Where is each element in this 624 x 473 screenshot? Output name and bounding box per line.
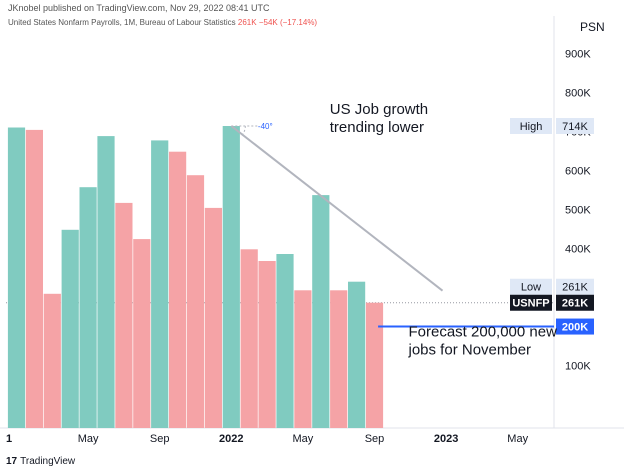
bar-sep-2022 <box>365 302 384 428</box>
forecast-value-label: 200K <box>562 322 588 334</box>
price-value-low: 261K <box>562 282 588 294</box>
trend-line <box>230 125 444 292</box>
bar-sep-2021 <box>151 140 169 428</box>
trend-angle-label: -40° <box>258 122 273 131</box>
bar-jan-2021 <box>7 127 26 428</box>
annotation-1-line-1: jobs for November <box>408 341 532 358</box>
bar-mar-2021 <box>43 293 61 428</box>
x-tick-label-2: Sep <box>150 433 170 445</box>
x-tick-label-3: 2022 <box>219 433 243 445</box>
price-value-high: 714K <box>562 121 588 133</box>
bar-oct-2021 <box>169 151 187 428</box>
forecast-value-bg <box>556 318 594 335</box>
y-tick-label-400k: 400K <box>565 244 591 256</box>
annotation-1-line-0: Forecast 200,000 new <box>409 323 558 340</box>
unit-label: PSN <box>580 20 605 34</box>
price-value-bg-1 <box>556 278 594 295</box>
price-caption-bg-1 <box>510 278 552 295</box>
bar-jan-2022 <box>222 126 240 428</box>
annotation-0-line-1: trending lower <box>330 119 424 136</box>
series-change: −54K (−17.14%) <box>258 18 318 27</box>
bar-nov-2021 <box>186 175 205 428</box>
bar-aug-2021 <box>133 239 151 428</box>
bar-jul-2022 <box>330 290 348 428</box>
y-tick-label-500k: 500K <box>565 204 591 216</box>
x-tick-label-4: May <box>293 433 314 445</box>
bar-may-2021 <box>79 187 97 428</box>
series-legend[interactable]: United States Nonfarm Payrolls, 1M, Bure… <box>8 18 317 27</box>
bar-jul-2021 <box>115 202 133 428</box>
tradingview-brand: TradingView <box>20 456 76 467</box>
bar-jun-2022 <box>312 195 330 428</box>
y-tick-label-600k: 600K <box>565 165 591 177</box>
tradingview-logo[interactable]: 17 TradingView <box>6 456 75 467</box>
x-tick-label-5: Sep <box>365 433 385 445</box>
x-tick-label-1: May <box>78 433 99 445</box>
price-caption-high: High <box>520 121 543 133</box>
bar-apr-2022 <box>276 254 294 428</box>
trend-angle-arc <box>240 125 246 137</box>
tradingview-logo-icon: 17 <box>6 456 18 467</box>
price-caption-bg-0 <box>510 117 552 134</box>
series-last-value: 261K <box>237 18 257 27</box>
annotation-0-line-0: US Job growth <box>330 101 428 118</box>
x-tick-label-6: 2023 <box>434 433 458 445</box>
price-value-bg-2 <box>556 294 594 311</box>
price-caption-bg-2 <box>510 294 552 311</box>
publisher-line: JKnobel published on TradingView.com, No… <box>8 3 270 13</box>
bar-jun-2021 <box>97 136 115 428</box>
bar-dec-2021 <box>204 207 222 428</box>
bar-feb-2022 <box>240 249 258 428</box>
y-tick-label-800k: 800K <box>565 87 591 99</box>
x-tick-label-7: May <box>507 433 528 445</box>
series-name: United States Nonfarm Payrolls, 1M, Bure… <box>8 18 236 27</box>
price-value-usnfp: 261K <box>562 298 588 310</box>
price-value-bg-0 <box>556 117 594 134</box>
bar-may-2022 <box>294 290 312 428</box>
y-tick-label-100k: 100K <box>565 361 591 373</box>
bar-feb-2021 <box>25 129 43 428</box>
price-caption-low: Low <box>521 282 541 294</box>
bar-apr-2021 <box>61 229 79 428</box>
x-tick-label-0: 1 <box>6 433 12 445</box>
price-caption-usnfp: USNFP <box>512 298 549 310</box>
y-tick-label-900k: 900K <box>565 48 591 60</box>
bar-mar-2022 <box>258 261 276 428</box>
bar-aug-2022 <box>348 281 366 428</box>
